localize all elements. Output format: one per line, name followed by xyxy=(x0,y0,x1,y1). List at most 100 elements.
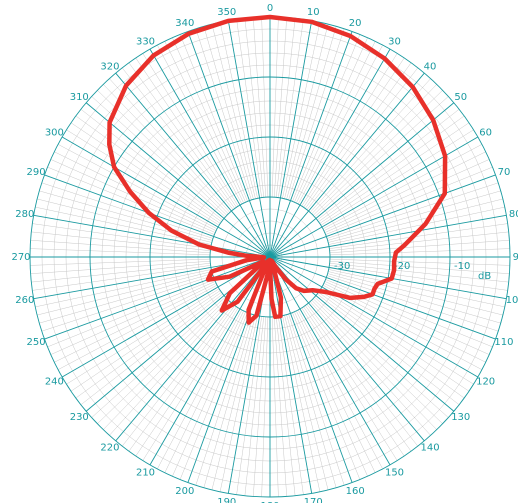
minor-spoke xyxy=(294,311,368,477)
angle-tick-label: 260 xyxy=(15,295,34,306)
minor-spoke xyxy=(157,44,243,205)
minor-spoke xyxy=(284,24,329,199)
angle-tick-label: 70 xyxy=(498,167,511,178)
minor-spoke xyxy=(303,57,405,208)
minor-spoke xyxy=(292,312,361,480)
minor-spoke xyxy=(286,314,337,488)
minor-spoke xyxy=(236,316,262,495)
minor-spoke xyxy=(329,223,508,249)
angle-tick-label: 180 xyxy=(260,501,279,503)
minor-spoke xyxy=(284,315,329,490)
minor-spoke xyxy=(39,190,213,241)
minor-spoke xyxy=(195,313,252,486)
angle-tick-label: 190 xyxy=(217,497,236,503)
minor-spoke xyxy=(244,18,264,198)
minor-spoke xyxy=(261,316,269,497)
minor-spoke xyxy=(75,292,222,399)
minor-spoke xyxy=(164,41,244,204)
minor-spoke xyxy=(309,301,431,436)
radial-tick-label: -20 xyxy=(394,261,410,272)
minor-spoke xyxy=(328,271,503,316)
minor-spoke xyxy=(282,315,321,492)
minor-spoke xyxy=(39,273,213,324)
angle-tick-label: 330 xyxy=(136,36,155,47)
minor-spoke xyxy=(294,37,368,203)
angle-tick-label: 40 xyxy=(424,61,437,72)
major-spoke xyxy=(269,102,455,258)
major-grid xyxy=(29,16,511,498)
angle-tick-label: 170 xyxy=(304,497,323,503)
angle-tick-labels: 0 10 20 30 40 50 60 70 80 90 100 110 120 130 140 150 160… xyxy=(11,3,518,503)
minor-spoke xyxy=(109,78,231,213)
radial-tick-label: -30 xyxy=(334,261,350,272)
major-spoke xyxy=(269,256,353,483)
angle-tick-label: 110 xyxy=(494,337,513,348)
major-spoke xyxy=(269,31,353,258)
major-spoke xyxy=(269,256,479,378)
minor-spoke xyxy=(211,24,256,199)
minor-spoke xyxy=(54,151,217,231)
angle-tick-label: 270 xyxy=(11,252,30,263)
minor-spoke xyxy=(236,19,262,198)
minor-spoke xyxy=(329,258,510,266)
minor-spoke xyxy=(57,144,218,230)
major-spoke xyxy=(61,256,271,378)
minor-spoke xyxy=(306,67,418,210)
minor-spoke xyxy=(172,37,246,203)
minor-spoke xyxy=(32,265,211,291)
minor-spoke xyxy=(326,275,499,332)
angle-tick-label: 80 xyxy=(509,209,518,220)
minor-spoke xyxy=(70,122,221,224)
angle-tick-label: 0 xyxy=(267,3,273,14)
major-spoke xyxy=(44,174,271,258)
major-spoke xyxy=(269,48,391,258)
major-spoke xyxy=(269,256,313,494)
major-spoke xyxy=(269,72,425,258)
minor-spoke xyxy=(97,298,228,424)
angle-tick-label: 60 xyxy=(479,128,492,139)
minor-spoke xyxy=(296,41,376,204)
angle-tick-label: 130 xyxy=(451,412,470,423)
minor-spoke xyxy=(157,309,243,470)
minor-spoke xyxy=(319,290,470,392)
minor-spoke xyxy=(278,19,304,198)
major-spoke xyxy=(269,20,313,258)
angle-tick-label: 10 xyxy=(307,7,320,18)
angle-tick-label: 300 xyxy=(45,128,64,139)
minor-spoke xyxy=(320,288,474,385)
minor-spoke xyxy=(179,34,248,202)
minor-spoke xyxy=(30,240,211,254)
minor-spoke xyxy=(203,26,254,200)
minor-spoke xyxy=(219,315,258,492)
minor-spoke xyxy=(329,263,509,283)
minor-spoke xyxy=(322,144,483,230)
minor-spoke xyxy=(297,309,383,470)
minor-spoke xyxy=(203,314,254,488)
major-spoke xyxy=(149,256,271,466)
major-spoke xyxy=(269,256,391,466)
minor-spoke xyxy=(70,290,221,392)
minor-spoke xyxy=(54,283,217,363)
minor-spoke xyxy=(312,90,443,216)
angle-tick-label: 340 xyxy=(175,18,194,29)
minor-spoke xyxy=(179,312,248,480)
minor-spoke xyxy=(327,190,501,241)
minor-spoke xyxy=(31,263,211,283)
minor-spoke xyxy=(172,311,246,477)
major-spoke xyxy=(269,256,455,412)
radial-unit-label: dB xyxy=(478,271,491,282)
major-spoke xyxy=(227,20,271,258)
minor-spoke xyxy=(122,304,234,447)
major-spoke xyxy=(269,174,496,258)
minor-spoke xyxy=(288,28,345,201)
minor-spoke xyxy=(329,260,510,274)
angle-tick-label: 100 xyxy=(506,295,518,306)
major-spoke xyxy=(115,256,271,442)
minor-spoke xyxy=(324,159,490,233)
angle-tick-label: 320 xyxy=(100,61,119,72)
minor-spoke xyxy=(311,84,437,215)
minor-spoke xyxy=(30,258,211,266)
minor-spoke xyxy=(319,122,470,224)
minor-spoke xyxy=(66,129,220,226)
